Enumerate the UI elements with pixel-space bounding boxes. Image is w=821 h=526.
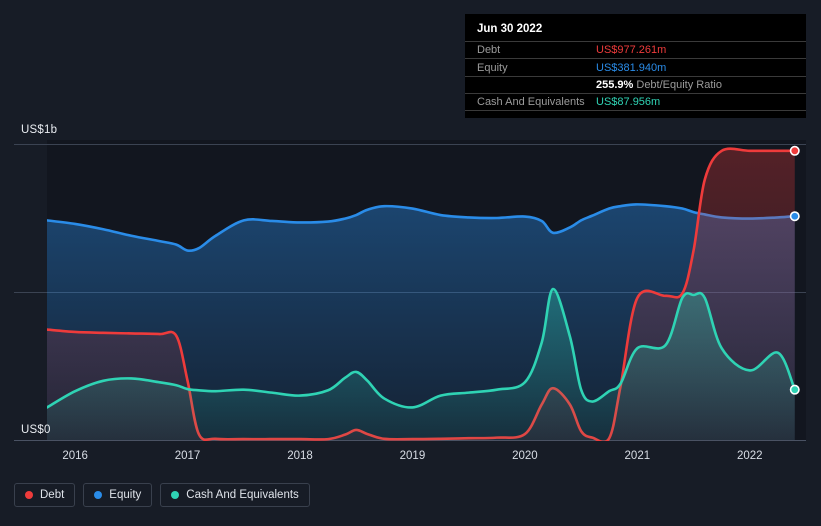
- chart-tooltip: Jun 30 2022 Debt US$977.261m Equity US$3…: [465, 14, 806, 118]
- x-axis-tick-2022: 2022: [736, 450, 763, 462]
- tooltip-row-cash: Cash And Equivalents US$87.956m: [465, 93, 806, 111]
- legend-item-cash-and-equivalents[interactable]: Cash And Equivalents: [160, 483, 310, 507]
- series-endpoints: [789, 145, 800, 395]
- legend-item-equity[interactable]: Equity: [83, 483, 153, 507]
- x-axis-tick-2021: 2021: [624, 450, 651, 462]
- endpoint-marker-cash-and-equivalents[interactable]: [789, 384, 800, 395]
- tooltip-value-cash: US$87.956m: [596, 95, 661, 108]
- endpoint-marker-equity[interactable]: [789, 211, 800, 222]
- chart-plot-area: [14, 144, 806, 441]
- legend-dot-icon: [94, 491, 103, 499]
- chart-legend: Debt Equity Cash And Equivalents: [14, 483, 310, 507]
- tooltip-label-cash: Cash And Equivalents: [477, 95, 585, 108]
- legend-label: Debt: [40, 489, 65, 501]
- series-line-cash-and-equivalents: [47, 287, 797, 409]
- legend-label: Equity: [109, 489, 142, 501]
- x-axis-tick-2020: 2020: [512, 450, 538, 462]
- endpoint-marker-debt[interactable]: [789, 145, 800, 156]
- series-area-cash-and-equivalents: [47, 289, 795, 440]
- x-axis-tick-2017: 2017: [174, 450, 201, 462]
- x-axis-tick-2018: 2018: [287, 450, 313, 462]
- series-line-equity: [47, 203, 797, 253]
- tooltip-row-debt: Debt US$977.261m: [465, 41, 806, 58]
- y-axis-top-label: US$1b: [21, 124, 58, 136]
- series-layer: [47, 147, 797, 441]
- series-area-equity: [47, 204, 795, 440]
- tooltip-ratio-number: 255.9%: [596, 78, 634, 91]
- x-axis-tick-2019: 2019: [399, 450, 426, 462]
- tooltip-value-debt: US$977.261m: [596, 44, 667, 57]
- tooltip-date: Jun 30 2022: [477, 23, 543, 35]
- tooltip-label-equity: Equity: [477, 61, 508, 74]
- legend-label: Cash And Equivalents: [186, 489, 299, 501]
- tooltip-value-equity: US$381.940m: [596, 61, 667, 74]
- x-axis-tick-2016: 2016: [62, 450, 88, 462]
- legend-item-debt[interactable]: Debt: [14, 483, 76, 507]
- tooltip-ratio-text: Debt/Equity Ratio: [636, 78, 722, 91]
- tooltip-row-equity: Equity US$381.940m: [465, 58, 806, 75]
- legend-dot-icon: [171, 491, 180, 499]
- y-axis-zero-label: US$0: [21, 424, 51, 436]
- legend-dot-icon: [25, 491, 33, 499]
- tooltip-label-debt: Debt: [477, 44, 501, 57]
- tooltip-value-ratio: 255.9% Debt/Equity Ratio: [596, 79, 722, 91]
- tooltip-row-ratio: 255.9% Debt/Equity Ratio: [465, 75, 806, 93]
